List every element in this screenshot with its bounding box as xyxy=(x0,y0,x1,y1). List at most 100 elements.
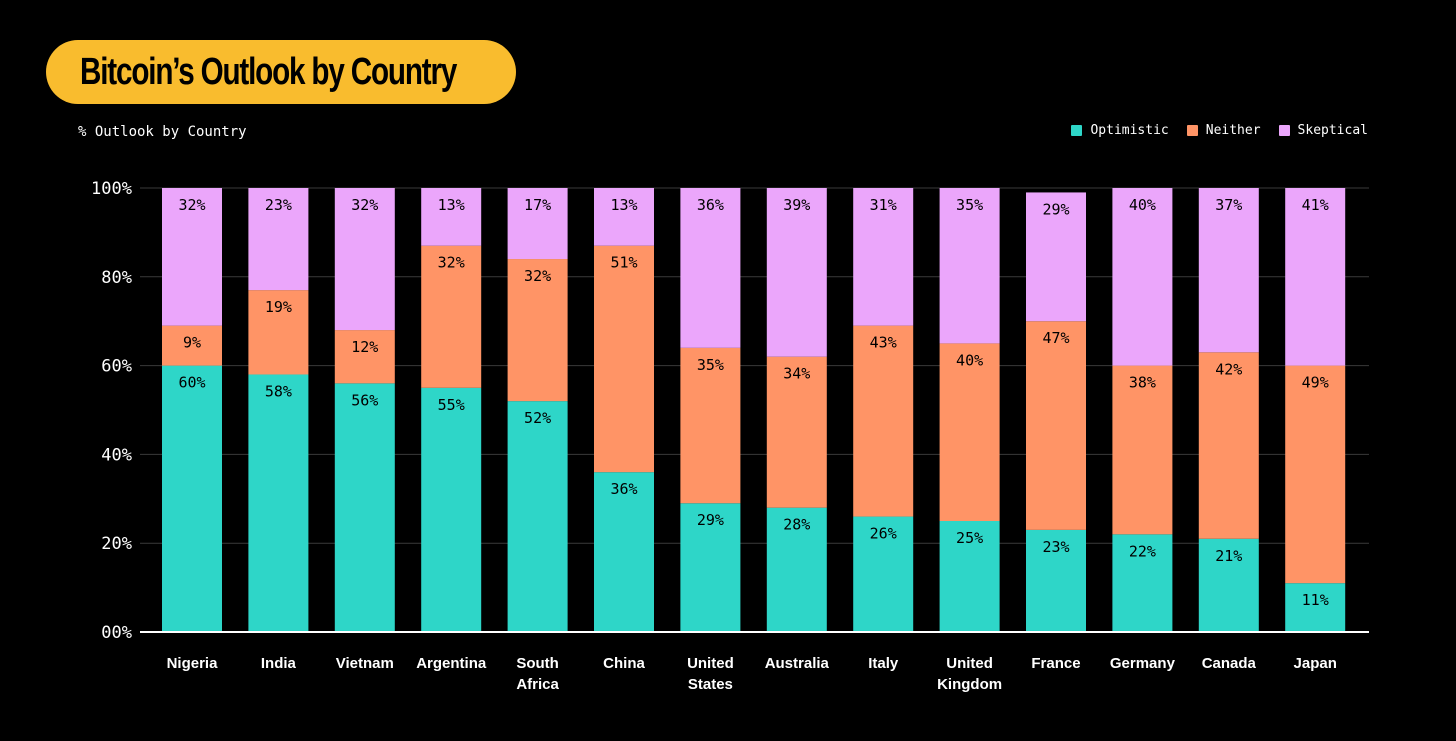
bar-segment-optimistic xyxy=(853,516,914,632)
data-label: 9% xyxy=(183,334,201,352)
data-label: 40% xyxy=(956,351,983,369)
bar-segment-neither xyxy=(939,343,1000,521)
data-label: 55% xyxy=(438,396,465,414)
y-tick-label: 00% xyxy=(101,623,132,643)
chart-subtitle: % Outlook by Country xyxy=(78,124,247,140)
data-label: 13% xyxy=(438,196,465,214)
data-label: 60% xyxy=(178,374,205,392)
data-label: 36% xyxy=(610,480,637,498)
data-label: 12% xyxy=(351,338,378,356)
x-tick-label: France xyxy=(1031,655,1080,672)
bar-segment-neither xyxy=(594,245,654,473)
x-tick-label: United States xyxy=(687,655,734,693)
data-label: 49% xyxy=(1302,374,1329,392)
data-label: 19% xyxy=(265,298,292,316)
x-tick-label-line: Argentina xyxy=(416,655,487,672)
x-tick-label: Japan xyxy=(1294,655,1337,672)
data-label: 31% xyxy=(870,196,897,214)
legend-label-optimistic: Optimistic xyxy=(1090,123,1169,138)
bar-segment-neither xyxy=(507,259,568,402)
data-label: 32% xyxy=(438,254,465,272)
data-label: 25% xyxy=(956,529,983,547)
x-tick-label-line: Germany xyxy=(1110,655,1176,672)
x-tick-label-line: Nigeria xyxy=(167,655,219,672)
bar-segment-optimistic xyxy=(939,521,1000,632)
y-tick-label: 100% xyxy=(91,179,132,199)
bar-segment-optimistic xyxy=(162,365,222,632)
x-tick-label: Canada xyxy=(1202,655,1257,672)
data-label: 29% xyxy=(1042,200,1069,218)
legend-swatch-optimistic xyxy=(1071,125,1083,136)
data-label: 28% xyxy=(783,516,810,534)
x-tick-label-line: Canada xyxy=(1202,655,1257,672)
data-label: 34% xyxy=(783,365,810,383)
legend-item-optimistic: Optimistic xyxy=(1071,123,1169,138)
data-label: 43% xyxy=(870,334,897,352)
bar-segment-skeptical xyxy=(594,188,654,246)
y-tick-label: 60% xyxy=(101,357,132,377)
x-tick-label-line: Australia xyxy=(765,655,830,672)
x-tick-label-line: Italy xyxy=(868,655,899,672)
x-tick-label-line: Kingdom xyxy=(937,676,1002,693)
bar-segment-neither xyxy=(1285,365,1346,584)
data-label: 52% xyxy=(524,409,551,427)
y-tick-label: 40% xyxy=(101,445,132,465)
data-label: 29% xyxy=(697,511,724,529)
x-tick-label-line: Vietnam xyxy=(336,655,394,672)
data-label: 11% xyxy=(1302,591,1329,609)
y-tick-label: 80% xyxy=(101,268,132,288)
data-label: 40% xyxy=(1129,196,1156,214)
bar-segment-skeptical xyxy=(1026,192,1086,322)
bar-segment-skeptical xyxy=(1198,188,1259,353)
data-label: 21% xyxy=(1215,547,1242,565)
x-tick-label: Germany xyxy=(1110,655,1176,672)
x-tick-label-line: China xyxy=(603,655,645,672)
bar-segment-neither xyxy=(853,325,914,517)
data-label: 32% xyxy=(524,267,551,285)
x-tick-label: Australia xyxy=(765,655,830,672)
bar-segment-optimistic xyxy=(1198,538,1259,632)
chart-title: Bitcoin’s Outlook by Country xyxy=(80,50,457,93)
x-tick-label: Argentina xyxy=(416,655,487,672)
data-label: 17% xyxy=(524,196,551,214)
data-label: 35% xyxy=(697,356,724,374)
bar-segment-skeptical xyxy=(939,188,1000,344)
x-tick-label-line: India xyxy=(261,655,297,672)
bar-segment-optimistic xyxy=(421,387,482,632)
legend-item-neither: Neither xyxy=(1186,123,1261,138)
data-label: 41% xyxy=(1302,196,1329,214)
bar-segment-neither xyxy=(248,290,309,375)
bar-segment-neither xyxy=(1198,352,1259,539)
bar-segment-neither xyxy=(421,245,482,388)
legend-label-neither: Neither xyxy=(1205,123,1261,138)
x-tick-label-line: Africa xyxy=(516,676,559,693)
data-label: 36% xyxy=(697,196,724,214)
data-label: 58% xyxy=(265,382,292,400)
bar-segment-neither xyxy=(334,330,395,384)
bar-segment-optimistic xyxy=(680,503,741,632)
data-label: 13% xyxy=(610,196,637,214)
bar-segment-optimistic xyxy=(766,507,827,632)
x-tick-label: South Africa xyxy=(516,655,559,693)
legend: Optimistic Neither Skeptical xyxy=(1071,123,1368,138)
bar-segment-skeptical xyxy=(680,188,741,348)
x-tick-label-line: France xyxy=(1031,655,1080,672)
x-tick-label: United Kingdom xyxy=(937,655,1002,693)
data-label: 23% xyxy=(1042,538,1069,556)
data-label: 56% xyxy=(351,391,378,409)
data-label: 51% xyxy=(610,254,637,272)
data-label: 23% xyxy=(265,196,292,214)
bar-segment-skeptical xyxy=(1112,188,1173,366)
x-tick-label: Nigeria xyxy=(167,655,219,672)
data-label: 22% xyxy=(1129,542,1156,560)
bar-segment-optimistic xyxy=(334,383,395,632)
x-tick-label: Vietnam xyxy=(336,655,394,672)
bar-segment-skeptical xyxy=(1285,188,1346,366)
x-tick-label-line: United xyxy=(687,655,734,672)
data-label: 26% xyxy=(870,525,897,543)
bar-segment-optimistic xyxy=(594,472,654,632)
bar-segment-neither xyxy=(680,347,741,504)
bar-segment-skeptical xyxy=(766,188,827,357)
data-label: 39% xyxy=(783,196,810,214)
